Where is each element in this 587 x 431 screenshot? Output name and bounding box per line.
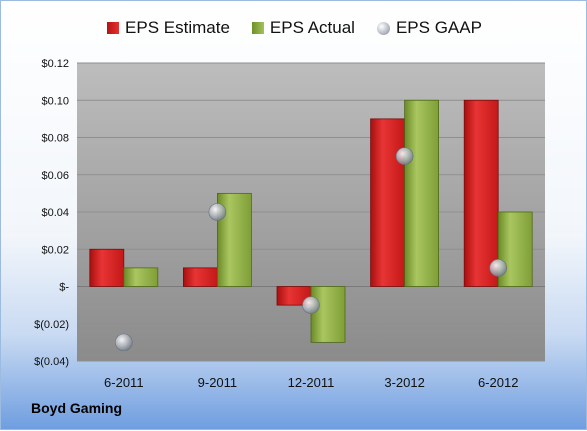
estimate-swatch xyxy=(107,22,120,34)
gaap-points xyxy=(115,147,508,352)
company-name: Boyd Gaming xyxy=(31,400,123,416)
y-tick-label: $(0.02) xyxy=(34,319,69,331)
bar-eps-estimate xyxy=(463,99,499,287)
actual-swatch xyxy=(251,22,264,34)
y-tick-label: $0.06 xyxy=(41,170,69,182)
point-eps-gaap xyxy=(208,203,227,221)
point-eps-gaap xyxy=(115,333,133,352)
legend-item-estimate: EPS Estimate xyxy=(107,18,230,38)
bar-eps-actual xyxy=(123,267,159,287)
y-tick-label: $- xyxy=(59,282,69,294)
legend-label-actual: EPS Actual xyxy=(269,18,355,37)
legend-item-gaap: EPS GAAP xyxy=(376,18,482,38)
x-tick-label: 9-2011 xyxy=(198,375,238,390)
bars xyxy=(89,99,533,343)
y-axis-ticks: $0.12 $0.10 $0.08 $0.06 $0.04 $0.02 $- $(0.02) $… xyxy=(34,58,69,368)
bar-eps-estimate xyxy=(89,248,125,287)
legend-label-gaap: EPS GAAP xyxy=(395,18,482,37)
legend: EPS Estimate EPS Actual EPS GAAP xyxy=(1,18,587,38)
x-tick-label: 6-2011 xyxy=(104,375,144,390)
y-tick-label: $0.08 xyxy=(41,133,69,145)
bar-eps-actual xyxy=(497,211,533,287)
bar-eps-estimate xyxy=(182,267,218,287)
bar-eps-estimate xyxy=(370,118,406,287)
gridlines xyxy=(77,62,545,362)
x-axis-ticks: 6-2011 9-2011 12-2011 3-2012 6-2012 xyxy=(104,375,518,390)
legend-label-estimate: EPS Estimate xyxy=(125,18,230,37)
point-eps-gaap xyxy=(489,259,508,277)
point-eps-gaap xyxy=(302,296,320,314)
y-tick-label: $0.04 xyxy=(41,207,69,219)
bar-eps-actual xyxy=(404,99,440,287)
y-tick-label: $0.10 xyxy=(41,95,69,107)
point-eps-gaap xyxy=(395,147,414,165)
bar-eps-actual xyxy=(310,286,346,343)
y-tick-label: $0.02 xyxy=(41,244,69,256)
y-tick-label: $0.12 xyxy=(41,58,69,70)
x-tick-label: 6-2012 xyxy=(478,375,518,390)
y-tick-label: $(0.04) xyxy=(34,356,69,368)
x-tick-label: 12-2011 xyxy=(288,375,335,390)
gaap-swatch xyxy=(376,21,390,35)
x-tick-label: 3-2012 xyxy=(384,375,424,390)
legend-item-actual: EPS Actual xyxy=(251,18,355,38)
